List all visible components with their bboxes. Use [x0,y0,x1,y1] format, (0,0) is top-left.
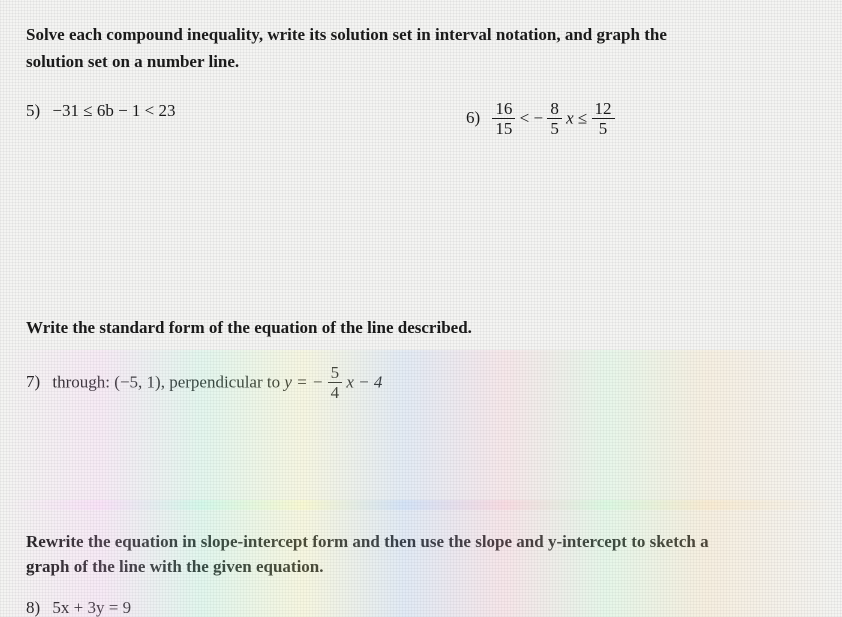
problem-5: 5) −31 ≤ 6b − 1 < 23 [26,100,466,137]
section-3-heading: Rewrite the equation in slope-intercept … [26,531,816,554]
problem-6-op-1: < − [520,108,543,127]
problem-6-fraction-3: 12 5 [592,100,615,137]
problem-6-fraction-1: 16 15 [492,100,515,137]
problem-6-fraction-3-den: 5 [592,119,615,137]
problem-6: 6) 16 15 < − 8 5 x ≤ 12 5 [466,100,615,137]
problem-6-fraction-1-num: 16 [492,100,515,119]
problem-6-number: 6) [466,108,480,127]
problem-7-fraction-den: 4 [328,383,343,401]
section-3-heading-line-2: graph of the line with the given equatio… [26,557,324,576]
problem-7-fraction: 5 4 [328,364,343,401]
section-2-heading-text: Write the standard form of the equation … [26,318,472,337]
problem-6-fraction-1-den: 15 [492,119,515,137]
problem-6-fraction-2: 8 5 [547,100,562,137]
problem-8-expression: 5x + 3y = 9 [52,598,131,617]
problem-7-lead: through: (−5, 1), perpendicular to [52,372,284,391]
section-1-heading: Solve each compound inequality, write it… [26,24,816,47]
section-3-heading-line-2-wrap: graph of the line with the given equatio… [26,556,816,579]
problem-5-expression: −31 ≤ 6b − 1 < 23 [52,101,175,120]
problem-7-tail: x − 4 [346,372,382,391]
problem-8-number: 8) [26,598,40,617]
problem-6-fraction-2-num: 8 [547,100,562,119]
problem-8: 8) 5x + 3y = 9 [26,597,816,617]
problem-6-variable: x [566,108,574,127]
problem-6-op-2: ≤ [578,108,592,127]
section-1-heading-line-1: Solve each compound inequality, write it… [26,25,667,44]
section-1-heading-line-2-wrap: solution set on a number line. [26,51,816,74]
problem-7-number: 7) [26,372,40,391]
section-1-heading-line-2: solution set on a number line. [26,52,239,71]
problem-6-fraction-3-num: 12 [592,100,615,119]
problem-7-fraction-num: 5 [328,364,343,383]
problem-7: 7) through: (−5, 1), perpendicular to y … [26,364,816,401]
section-2-heading: Write the standard form of the equation … [26,317,816,340]
worksheet-page: Solve each compound inequality, write it… [0,0,842,617]
section-3-heading-line-1: Rewrite the equation in slope-intercept … [26,532,709,551]
problem-6-fraction-2-den: 5 [547,119,562,137]
problems-row-5-6: 5) −31 ≤ 6b − 1 < 23 6) 16 15 < − 8 5 x … [26,100,816,137]
problem-5-number: 5) [26,101,40,120]
problem-7-y-eq: y = − [284,372,323,391]
